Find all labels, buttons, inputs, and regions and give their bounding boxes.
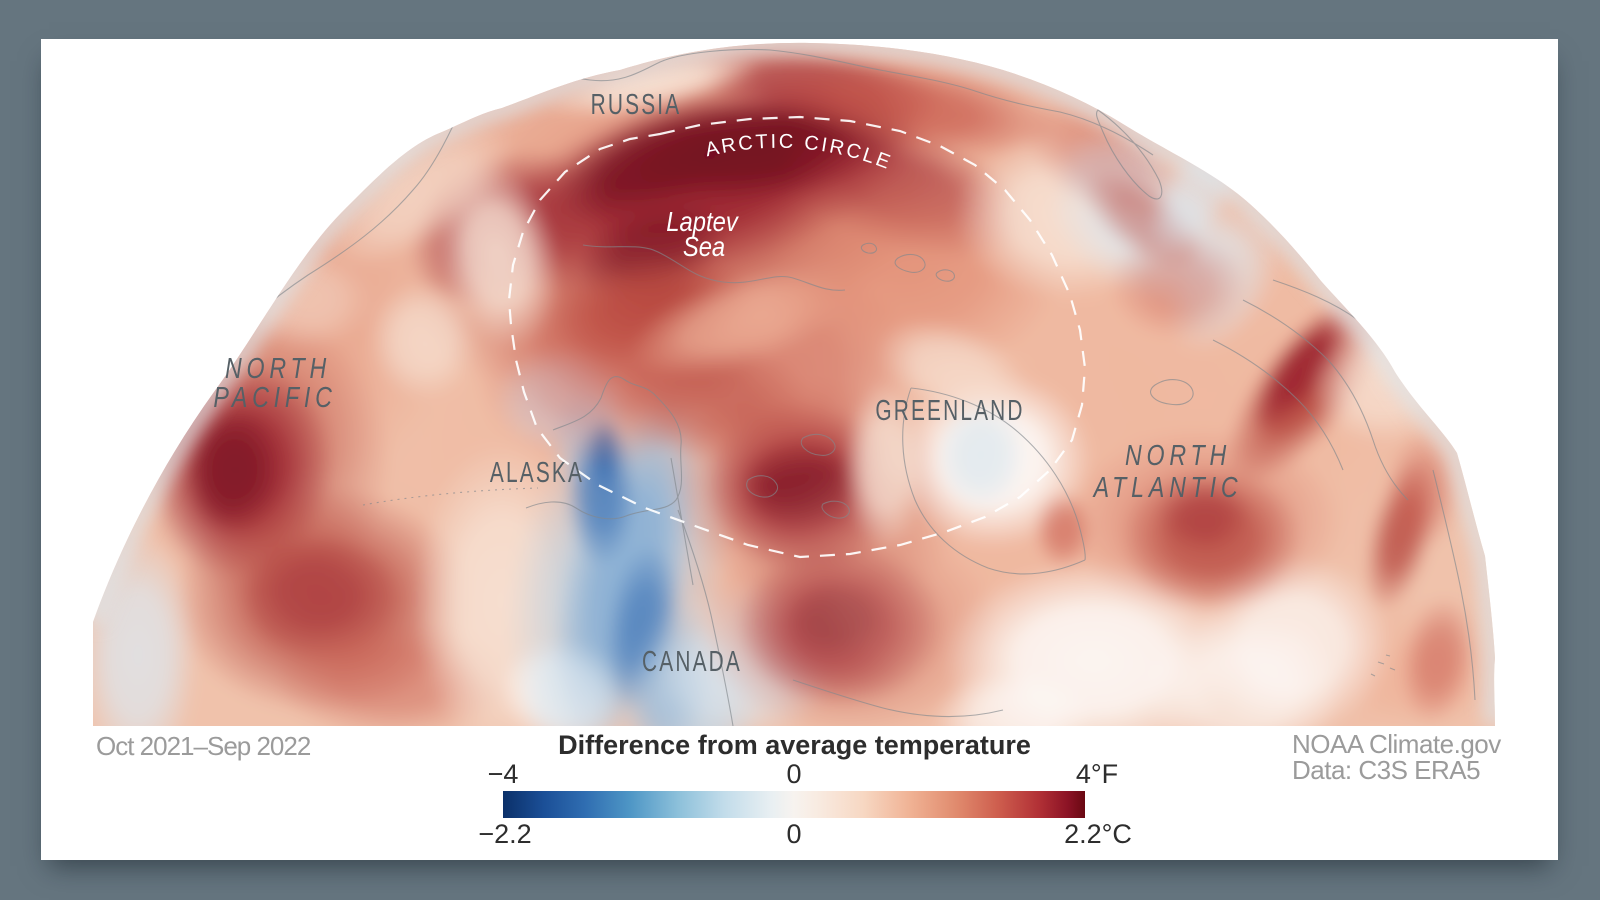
svg-text:GREENLAND: GREENLAND (875, 395, 1024, 427)
svg-text:NORTH: NORTH (1125, 438, 1231, 471)
svg-text:Laptev: Laptev (666, 205, 739, 237)
svg-text:RUSSIA: RUSSIA (591, 89, 682, 121)
svg-text:Sea: Sea (683, 230, 725, 262)
svg-text:NORTH: NORTH (225, 351, 331, 384)
svg-text:ATLANTIC: ATLANTIC (1092, 470, 1243, 503)
svg-text:PACIFIC: PACIFIC (213, 380, 336, 413)
svg-text:ALASKA: ALASKA (490, 457, 584, 489)
svg-text:CANADA: CANADA (642, 646, 742, 678)
